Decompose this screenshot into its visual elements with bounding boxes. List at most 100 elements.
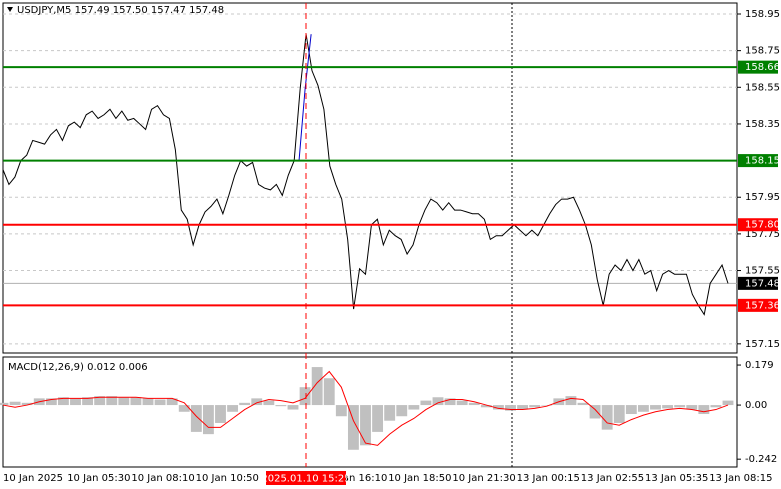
histogram-bar [529,405,541,408]
x-tick-label: 10 Jan 2025 [3,473,63,484]
histogram-bar [372,405,384,432]
x-tick-label: 10 Jan 10:50 [196,473,259,484]
histogram-bar [722,400,734,406]
histogram-bar [287,405,299,410]
histogram-bar [710,405,722,408]
histogram-bar [263,400,275,406]
y-tick-label: 157.75 [745,229,780,240]
histogram-bar [154,399,166,406]
histogram-bar [21,402,33,406]
series-line [2,370,729,446]
y-tick-label: 157.55 [745,266,780,277]
histogram-bar [311,367,323,406]
y-tick-label: 157.95 [745,192,780,203]
level-label-box [738,298,778,312]
y-tick-label: 0.179 [745,360,774,371]
histogram-bar [674,405,686,408]
histogram-bar [686,405,698,410]
histogram-bar [45,398,57,406]
histogram-bar [384,405,396,421]
series-line [2,34,729,316]
y-tick-label: 158.35 [745,119,780,130]
histogram-bar [239,402,251,406]
histogram-bar [541,405,553,406]
histogram-bar [650,405,661,410]
x-axis: 10 Jan 2025 10 Jan 05:30 10 Jan 08:10 10 Ja… [3,473,773,484]
histogram-bar [94,396,106,406]
x-tick-label: 13 Jan 00:15 [517,473,580,484]
price-layer: 158.95158.75158.55158.35157.95157.75157.… [2,9,780,350]
histogram-bar [57,397,69,406]
x-tick-label: 10 Jan 16:10 [324,473,387,484]
y-tick-label: 158.95 [745,9,780,20]
histogram-bar [444,398,456,406]
macd-layer: 0.179 0.00 -0.242 [0,360,777,465]
histogram-bar [130,397,142,406]
menu-triangle [7,7,13,12]
histogram-bar [347,405,359,450]
histogram-bar [517,405,529,410]
histogram-bar [662,405,674,409]
histogram-bar [106,396,118,406]
level-label: 158.15 [745,156,780,167]
histogram-bar [613,405,625,423]
histogram-bar [625,405,637,415]
macd-title: MACD(12,26,9) 0.012 0.006 [8,362,148,373]
series-line [298,34,312,161]
histogram-bar [118,397,130,406]
histogram-bar [82,397,94,406]
crosshair-label-box [266,471,346,485]
level-label: 157.80 [745,220,780,231]
histogram-bar [468,402,480,406]
y-tick-label: 158.55 [745,82,780,93]
histogram-bar [335,405,347,417]
histogram-bar [577,402,589,406]
y-tick-label: -0.242 [745,454,777,465]
x-tick-label: 10 Jan 08:10 [131,473,194,484]
histogram-bar [420,400,432,406]
y-tick-label: 0.00 [745,400,767,411]
x-tick-label: 13 Jan 02:55 [581,473,644,484]
histogram-bar [360,405,371,446]
histogram-bar [505,405,516,411]
histogram-bar [227,405,239,412]
price-panel [2,2,738,354]
histogram-bar [215,405,226,423]
histogram-bar [190,405,202,432]
histogram-bar [480,405,492,408]
crosshair-label: 2025.01.10 15:25 [261,474,350,485]
y-tick-label: 158.75 [745,46,780,57]
histogram-bar [589,405,601,419]
histogram-bar [323,378,335,406]
x-tick-label: 10 Jan 21:30 [452,473,515,484]
histogram-bar [408,405,420,410]
last-price-box [738,276,778,290]
y-tick-label: 157.15 [745,339,780,350]
histogram-bar [456,400,468,406]
x-tick-label: 10 Jan 18:50 [388,473,451,484]
histogram-bar [178,405,190,412]
level-label-box [738,60,778,74]
histogram-bar [565,396,577,406]
histogram-bar [251,398,263,406]
level-label: 157.36 [745,300,780,311]
histogram-bar [432,397,444,406]
histogram-bar [492,405,504,410]
level-label: 158.66 [745,62,780,73]
x-tick-label: 13 Jan 05:35 [645,473,708,484]
histogram-bar [601,405,613,430]
histogram-bar [166,398,178,406]
level-label-box [738,218,778,232]
x-tick-label: 13 Jan 08:15 [709,473,772,484]
last-price-label: 157.48 [745,278,780,289]
x-tick-label: 10 Jan 05:30 [67,473,130,484]
histogram-bar [70,398,81,406]
histogram-bar [299,387,311,406]
histogram-bar [9,401,21,406]
histogram-bar [0,402,9,406]
histogram-bar [637,405,649,412]
histogram-bar [275,405,287,407]
histogram-bar [396,405,408,417]
histogram-bar [202,405,214,435]
